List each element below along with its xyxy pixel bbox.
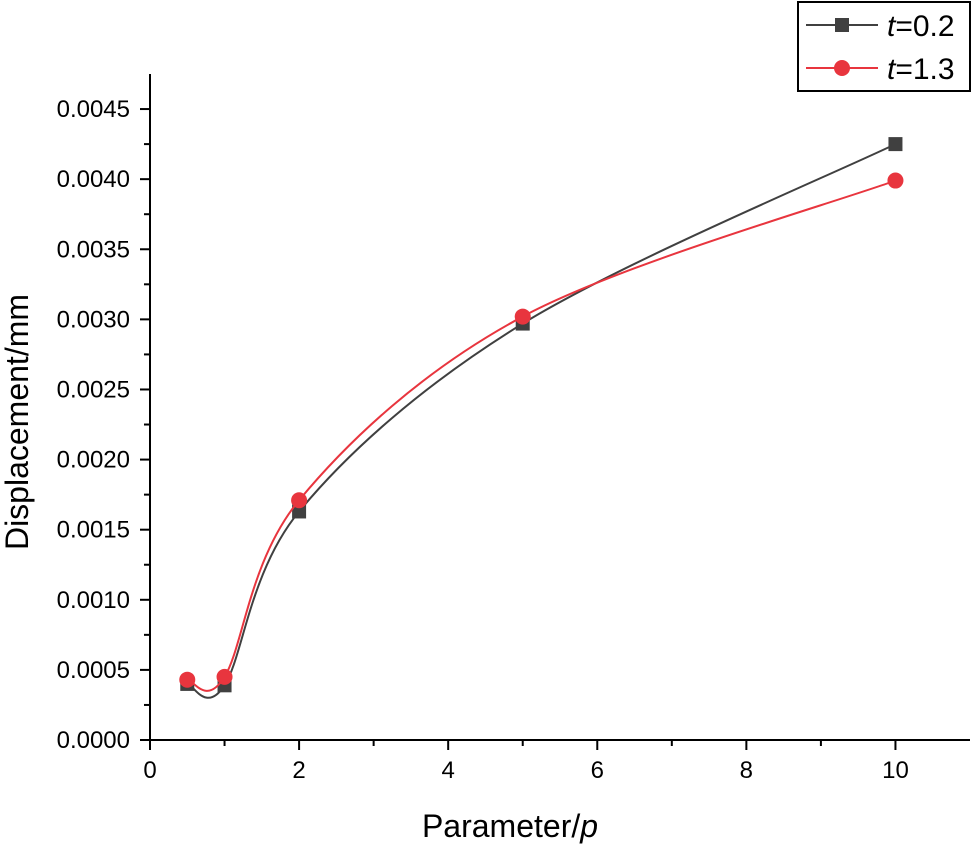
legend-label: t=0.2	[887, 10, 955, 43]
x-tick-label: 0	[143, 757, 156, 784]
x-tick-label: 6	[591, 757, 604, 784]
series-line	[186, 143, 896, 699]
data-point-circle	[514, 308, 531, 325]
series-line	[186, 179, 896, 692]
series-layer	[179, 137, 904, 699]
axis-ticks: 0 2 4 6 8 10 0.0000 0.0005 0.0010 0.0015 0.0020 0.0…	[57, 96, 909, 784]
legend-label: t=1.3	[887, 53, 955, 86]
axes	[149, 74, 970, 741]
x-tick-label: 10	[882, 757, 909, 784]
y-tick-label: 0.0005	[57, 657, 130, 684]
series-2	[179, 172, 904, 692]
y-tick-label: 0.0000	[57, 727, 130, 754]
data-point-circle	[179, 671, 196, 688]
legend-box	[797, 1, 971, 92]
y-tick-label: 0.0040	[57, 166, 130, 193]
y-tick-label: 0.0025	[57, 376, 130, 403]
x-tick-label: 2	[292, 757, 305, 784]
y-tick-label: 0.0015	[57, 517, 130, 544]
y-tick-label: 0.0020	[57, 447, 130, 474]
legend-item-2: t=1.3	[806, 53, 955, 86]
legend-marker-circle	[834, 60, 850, 76]
legend-marker-square	[835, 18, 849, 32]
data-point-circle	[887, 172, 904, 189]
legend-item-1: t=0.2	[806, 10, 955, 43]
x-axis-title: Parameter/p	[422, 808, 598, 844]
y-axis-title: Displacement/mm	[0, 294, 35, 550]
y-tick-label: 0.0010	[57, 587, 130, 614]
y-tick-label: 0.0030	[57, 306, 130, 333]
data-point-circle	[216, 668, 233, 685]
data-point-square	[888, 137, 903, 152]
y-tick-label: 0.0045	[57, 96, 130, 123]
x-tick-label: 4	[442, 757, 455, 784]
x-tick-label: 8	[740, 757, 753, 784]
data-point-square	[292, 504, 307, 519]
series-1	[180, 137, 903, 699]
y-tick-label: 0.0035	[57, 236, 130, 263]
legend: t=0.2 t=1.3	[797, 1, 971, 92]
data-point-circle	[291, 492, 308, 509]
